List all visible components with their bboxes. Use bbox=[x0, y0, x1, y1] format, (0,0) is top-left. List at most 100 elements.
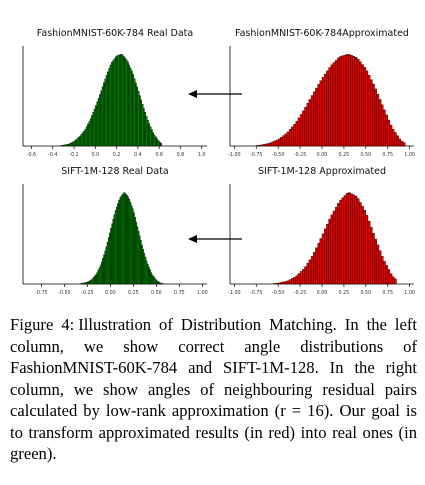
x-tick-label: -0.50 bbox=[58, 290, 70, 296]
histogram: -0.75 -0.50 -0.25 0.00 0.25 0.50 0.75 1.00 bbox=[22, 184, 208, 296]
histogram-bar bbox=[341, 197, 345, 285]
caption-text: Illustration of Distribution Matching. I… bbox=[10, 315, 417, 463]
chart-sift-real: SIFT-1M-128 Real Data -0.75 -0.50 -0.25 0.0… bbox=[15, 166, 215, 311]
histogram-bar bbox=[111, 62, 113, 147]
x-tick-label: 0.25 bbox=[339, 290, 350, 296]
x-tick-label: 0.50 bbox=[151, 290, 162, 296]
histogram-bar bbox=[77, 137, 80, 147]
histogram-bar bbox=[326, 70, 329, 147]
histogram-bar bbox=[299, 271, 303, 285]
histogram-bar bbox=[339, 56, 342, 147]
histogram-bar bbox=[387, 269, 391, 285]
histogram-bar bbox=[374, 238, 377, 285]
histogram-bar bbox=[337, 202, 340, 285]
histogram-bar bbox=[306, 263, 310, 285]
histogram-bar bbox=[315, 247, 318, 285]
histogram-bar bbox=[374, 88, 377, 147]
histogram-bar bbox=[75, 139, 77, 147]
histogram-bar bbox=[121, 54, 124, 147]
histogram-bar bbox=[129, 67, 132, 147]
chart-fmnist-real: FashionMNIST-60K-784 Real Data -0.6 -0.4-… bbox=[15, 28, 215, 173]
histogram-bar bbox=[380, 104, 384, 147]
histogram-bar bbox=[280, 136, 283, 147]
histogram-bar bbox=[313, 91, 316, 147]
x-tick-label: 0.50 bbox=[360, 152, 371, 158]
histogram-bar bbox=[352, 56, 356, 147]
histogram-bar bbox=[326, 223, 329, 285]
left-arrow-icon bbox=[188, 235, 242, 243]
x-tick-label: -1.00 bbox=[228, 290, 240, 296]
left-arrow-icon bbox=[188, 90, 242, 98]
histogram-bar bbox=[282, 281, 285, 285]
histogram-bar bbox=[304, 266, 307, 285]
histogram-bar bbox=[363, 67, 366, 147]
histogram-bar bbox=[148, 123, 151, 147]
histogram-bar bbox=[394, 132, 397, 147]
histogram-bar bbox=[315, 87, 318, 147]
histogram-bar bbox=[105, 75, 108, 147]
histogram-bar bbox=[275, 283, 279, 285]
x-tick-label: 0.2 bbox=[113, 152, 121, 158]
x-tick-label: -0.2 bbox=[69, 152, 78, 158]
histogram-bar bbox=[383, 109, 386, 147]
histogram-bar bbox=[286, 280, 290, 285]
histogram-bar bbox=[310, 256, 314, 285]
histogram-bar bbox=[321, 77, 325, 147]
x-tick-label: 0.25 bbox=[128, 290, 139, 296]
histogram-bar bbox=[398, 138, 402, 147]
histogram-bar bbox=[317, 242, 320, 285]
histogram-bar bbox=[76, 138, 79, 147]
histogram-bar bbox=[91, 115, 93, 147]
histogram-bar bbox=[85, 126, 88, 147]
x-tick-label: -0.50 bbox=[272, 152, 284, 158]
histogram-bar bbox=[352, 194, 356, 285]
x-tick-label: -0.4 bbox=[48, 152, 57, 158]
x-tick-label: 1.0 bbox=[198, 152, 206, 158]
histogram-bar bbox=[343, 195, 347, 285]
histogram-bar bbox=[136, 86, 139, 147]
histogram-bar bbox=[92, 112, 95, 147]
histogram-bar bbox=[328, 67, 331, 147]
x-tick-label: 0.75 bbox=[382, 290, 393, 296]
histogram-bar bbox=[139, 95, 141, 147]
histogram-bar bbox=[278, 138, 281, 147]
histogram-bar bbox=[108, 68, 111, 147]
histogram-bar bbox=[260, 144, 264, 147]
histogram-bar bbox=[128, 64, 131, 147]
histogram-bar bbox=[400, 140, 404, 147]
chart-title: SIFT-1M-128 Real Data bbox=[61, 166, 169, 177]
histogram-bar bbox=[72, 141, 75, 147]
histogram-bar bbox=[328, 219, 331, 285]
histogram-bar bbox=[356, 58, 360, 147]
histogram-bar bbox=[258, 145, 261, 147]
histogram-bar bbox=[264, 143, 268, 147]
x-tick-label: -1.00 bbox=[228, 152, 240, 158]
histogram-bar bbox=[97, 97, 100, 147]
chart-title: SIFT-1M-128 Approximated bbox=[257, 166, 387, 177]
histogram-bar bbox=[343, 54, 347, 147]
histogram-bar bbox=[112, 60, 115, 147]
histogram-bar bbox=[372, 232, 375, 285]
histogram-bar bbox=[271, 141, 274, 147]
histogram-bar bbox=[330, 64, 334, 147]
histogram-bar bbox=[299, 114, 303, 147]
histogram-bar bbox=[60, 145, 63, 147]
histogram-bar bbox=[385, 265, 388, 285]
histogram-bar bbox=[319, 80, 323, 147]
x-tick-label: 0.75 bbox=[174, 290, 185, 296]
x-tick-label: -0.25 bbox=[81, 290, 93, 296]
x-tick-label: 0.25 bbox=[339, 152, 350, 158]
histogram-bar bbox=[291, 126, 294, 147]
histogram-bar bbox=[269, 142, 272, 147]
histogram-bar bbox=[145, 116, 148, 147]
histogram-bar bbox=[334, 60, 338, 147]
histogram-bar bbox=[302, 110, 305, 147]
histogram: -0.6 -0.4 -0.2 0.0 0.2 0.4 0.6 0.8 1.0 bbox=[22, 46, 207, 158]
histogram-bar bbox=[93, 108, 96, 147]
x-tick-label: 1.00 bbox=[404, 152, 415, 158]
x-tick-label: -0.75 bbox=[250, 290, 262, 296]
histogram-bar bbox=[103, 82, 105, 147]
histogram-bar bbox=[359, 61, 362, 147]
histogram-bar bbox=[140, 99, 143, 147]
histogram-bar bbox=[135, 82, 137, 147]
